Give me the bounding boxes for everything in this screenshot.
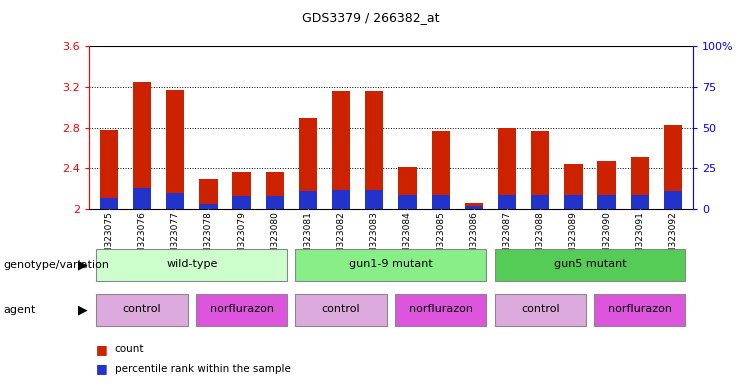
Text: agent: agent [4,305,36,315]
Bar [199,204,218,209]
Text: GSM323081: GSM323081 [303,211,313,266]
Text: norflurazon: norflurazon [210,305,273,314]
Text: ▶: ▶ [79,304,87,316]
Bar [196,294,288,326]
Bar [431,131,450,209]
Bar [233,172,250,209]
Bar [465,203,483,209]
Text: GSM323089: GSM323089 [569,211,578,266]
Text: count: count [115,344,144,354]
Bar [631,157,649,209]
Bar [494,250,685,280]
Bar [233,196,250,209]
Text: GSM323083: GSM323083 [370,211,379,266]
Bar [494,294,586,326]
Bar [299,119,317,209]
Text: GSM323084: GSM323084 [403,211,412,266]
Bar [399,167,416,209]
Bar [265,196,284,209]
Text: GSM323090: GSM323090 [602,211,611,266]
Bar [594,294,685,326]
Text: gun5 mutant: gun5 mutant [554,259,626,269]
Text: genotype/variation: genotype/variation [4,260,110,270]
Bar [664,191,682,209]
Bar [100,198,118,209]
Bar [332,91,350,209]
Text: GSM323076: GSM323076 [138,211,147,266]
Bar [100,130,118,209]
Text: GSM323085: GSM323085 [436,211,445,266]
Bar [597,161,616,209]
Bar [564,164,582,209]
Bar [265,172,284,209]
Bar [664,125,682,209]
Text: GDS3379 / 266382_at: GDS3379 / 266382_at [302,12,439,25]
Bar [498,195,516,209]
Text: GSM323075: GSM323075 [104,211,113,266]
Bar [166,193,185,209]
Bar [365,91,383,209]
Text: wild-type: wild-type [166,259,217,269]
Text: ■: ■ [96,362,108,375]
Text: GSM323087: GSM323087 [502,211,511,266]
Text: GSM323077: GSM323077 [170,211,180,266]
Bar [564,195,582,209]
Text: GSM323086: GSM323086 [469,211,479,266]
Bar [531,131,549,209]
Bar [597,195,616,209]
Bar [365,190,383,209]
Text: GSM323091: GSM323091 [635,211,644,266]
Text: GSM323088: GSM323088 [536,211,545,266]
Bar [296,294,387,326]
Bar [631,195,649,209]
Bar [96,294,187,326]
Bar [531,195,549,209]
Text: ▶: ▶ [79,258,87,271]
Bar [296,250,486,280]
Bar [332,190,350,209]
Bar [395,294,486,326]
Text: GSM323079: GSM323079 [237,211,246,266]
Bar [166,90,185,209]
Text: norflurazon: norflurazon [608,305,672,314]
Bar [133,188,151,209]
Bar [431,195,450,209]
Bar [498,127,516,209]
Text: control: control [322,305,360,314]
Bar [199,179,218,209]
Text: GSM323078: GSM323078 [204,211,213,266]
Text: GSM323080: GSM323080 [270,211,279,266]
Bar [133,82,151,209]
Text: gun1-9 mutant: gun1-9 mutant [349,259,433,269]
Bar [399,195,416,209]
Text: GSM323082: GSM323082 [336,211,345,266]
Text: control: control [123,305,162,314]
Bar [299,191,317,209]
Text: percentile rank within the sample: percentile rank within the sample [115,364,290,374]
Text: ■: ■ [96,343,108,356]
Bar [96,250,288,280]
Text: norflurazon: norflurazon [408,305,473,314]
Text: GSM323092: GSM323092 [668,211,677,266]
Bar [465,206,483,209]
Text: control: control [521,305,559,314]
